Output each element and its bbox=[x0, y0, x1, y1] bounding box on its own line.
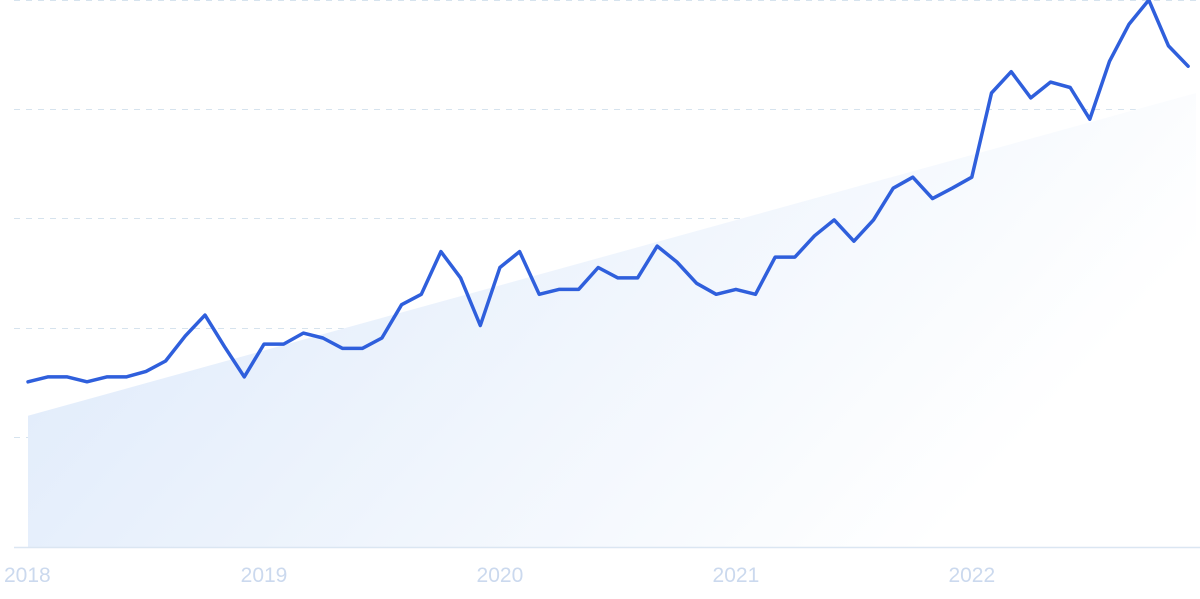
x-tick-label: 2020 bbox=[477, 564, 524, 587]
data-point-2018-11 bbox=[223, 345, 227, 349]
data-point-2020-09 bbox=[655, 244, 659, 248]
data-point-2019-02 bbox=[282, 342, 286, 346]
data-point-2018-09 bbox=[183, 334, 187, 338]
data-point-2022-07 bbox=[1088, 117, 1092, 121]
data-point-2018-12 bbox=[242, 375, 246, 379]
data-point-2022-08 bbox=[1108, 59, 1112, 63]
data-point-2020-07 bbox=[616, 276, 620, 280]
data-point-2020-03 bbox=[537, 292, 541, 296]
data-point-2022-12 bbox=[1186, 64, 1190, 68]
data-point-2018-01 bbox=[26, 380, 30, 384]
data-point-2021-07 bbox=[852, 239, 856, 243]
data-point-2019-07 bbox=[380, 336, 384, 340]
data-point-2019-12 bbox=[478, 324, 482, 328]
data-point-2018-08 bbox=[164, 359, 168, 363]
data-point-2021-12 bbox=[950, 186, 954, 190]
x-tick-label: 2019 bbox=[241, 564, 288, 587]
data-point-2021-03 bbox=[773, 255, 777, 259]
data-point-2021-06 bbox=[832, 218, 836, 222]
data-point-2020-11 bbox=[695, 281, 699, 285]
x-tick-label: 2021 bbox=[713, 564, 760, 587]
trend-area bbox=[28, 92, 1196, 548]
data-point-2022-01 bbox=[970, 175, 974, 179]
data-point-2021-04 bbox=[793, 255, 797, 259]
data-point-2019-10 bbox=[439, 250, 443, 254]
series-line bbox=[26, 0, 1190, 384]
data-point-2019-03 bbox=[301, 331, 305, 335]
data-point-2021-02 bbox=[754, 292, 758, 296]
data-point-2021-11 bbox=[931, 197, 935, 201]
data-point-2019-01 bbox=[262, 342, 266, 346]
data-point-2021-01 bbox=[734, 287, 738, 291]
data-point-2019-04 bbox=[321, 336, 325, 340]
x-axis-ticks: 2018 2019 2020 2021 2022 bbox=[4, 564, 995, 587]
data-point-2018-10 bbox=[203, 313, 207, 317]
data-point-2022-09 bbox=[1127, 22, 1131, 26]
data-point-2019-08 bbox=[400, 303, 404, 307]
data-point-2020-04 bbox=[557, 287, 561, 291]
data-point-2018-07 bbox=[144, 369, 148, 373]
data-point-2020-01 bbox=[498, 266, 502, 270]
data-point-2022-04 bbox=[1029, 96, 1033, 100]
data-point-2018-04 bbox=[85, 380, 89, 384]
data-point-2018-02 bbox=[46, 375, 50, 379]
data-point-2021-09 bbox=[891, 186, 895, 190]
data-point-2019-11 bbox=[459, 276, 463, 280]
x-tick-label: 2018 bbox=[4, 564, 51, 587]
data-point-2021-10 bbox=[911, 175, 915, 179]
data-point-2019-05 bbox=[341, 346, 345, 350]
data-point-2022-06 bbox=[1068, 86, 1072, 90]
data-point-2020-05 bbox=[577, 287, 581, 291]
data-point-2020-12 bbox=[714, 292, 718, 296]
data-point-2018-05 bbox=[105, 375, 109, 379]
data-point-2018-03 bbox=[65, 375, 69, 379]
data-point-2021-08 bbox=[872, 218, 876, 222]
data-point-2020-08 bbox=[636, 276, 640, 280]
data-point-2020-02 bbox=[518, 250, 522, 254]
data-point-2019-09 bbox=[419, 292, 423, 296]
data-point-2022-11 bbox=[1167, 44, 1171, 48]
data-point-2022-02 bbox=[990, 91, 994, 95]
data-point-2021-05 bbox=[813, 234, 817, 238]
x-tick-label: 2022 bbox=[948, 564, 995, 587]
data-point-2022-03 bbox=[1009, 70, 1013, 74]
data-point-2020-10 bbox=[675, 260, 679, 264]
data-point-2019-06 bbox=[360, 346, 364, 350]
data-point-2022-05 bbox=[1049, 80, 1053, 84]
data-point-2018-06 bbox=[124, 375, 128, 379]
data-point-2020-06 bbox=[596, 266, 600, 270]
